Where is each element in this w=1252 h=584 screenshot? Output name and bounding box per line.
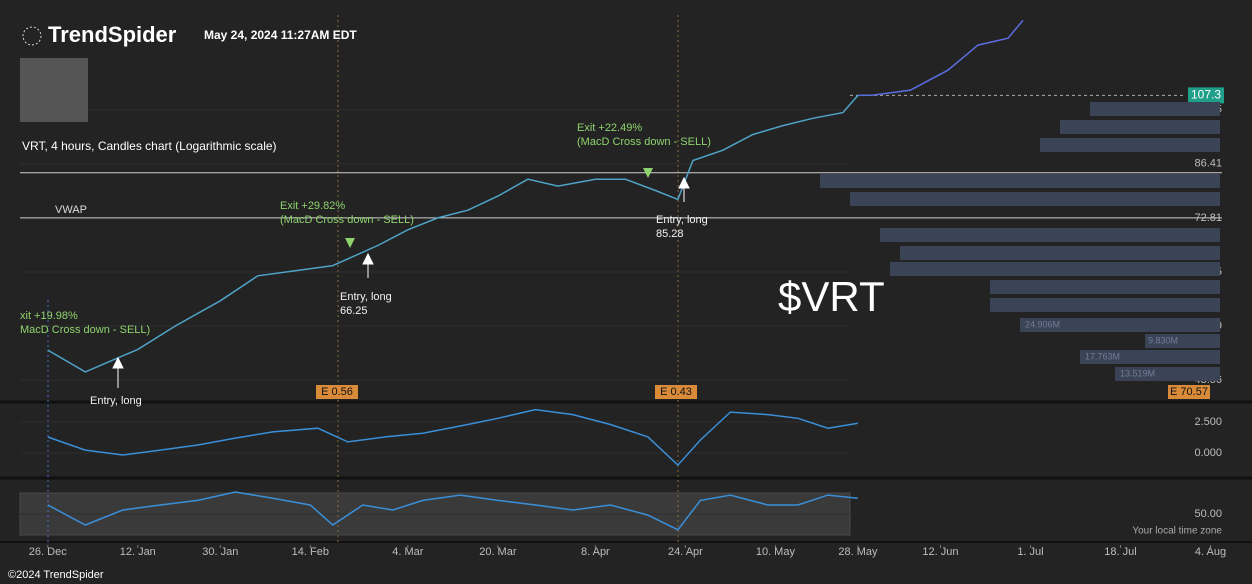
x-tick-label: 12. Jun [922, 546, 958, 558]
brand: TrendSpider [48, 22, 177, 47]
x-tick-label: 28. May [838, 546, 878, 558]
footer: ©2024 TrendSpider [8, 569, 104, 581]
y-tick-label: 50.00 [1194, 508, 1222, 520]
entry-label: Entry, long [90, 395, 142, 407]
earnings-badge [655, 385, 697, 399]
earnings-badge [1168, 385, 1210, 399]
entry-arrow [112, 356, 124, 388]
series-line [47, 94, 859, 373]
x-tick-label: 20. Mar [479, 546, 517, 558]
x-tick-label: 18. Jul [1104, 546, 1136, 558]
series-line [857, 19, 1024, 97]
x-tick-label: 30. Jan [202, 546, 238, 558]
earnings-label: E 70.57 [1170, 386, 1208, 398]
profile-label: 24.906M [1025, 319, 1060, 329]
x-tick-label: 26. Dec [29, 546, 67, 558]
last-value-label: 107.3 [1191, 88, 1221, 102]
entry-arrow [362, 252, 374, 278]
exit-label: Exit +29.82% [280, 200, 345, 212]
exit-arrow [643, 168, 653, 178]
earnings-badge [316, 385, 358, 399]
x-tick-label: 12. Jan [120, 546, 156, 558]
chart-label: VRT, 4 hours, Candles chart (Logarithmic… [22, 139, 277, 153]
series-line [47, 408, 859, 467]
earnings-label: E 0.56 [321, 386, 353, 398]
x-tick-label: 10. May [756, 546, 796, 558]
last-value-badge [1188, 87, 1224, 104]
profile-label: 13.519M [1120, 368, 1155, 378]
series-line [47, 491, 858, 531]
exit-arrow [345, 238, 355, 248]
x-tick-label: 1. Jul [1017, 546, 1043, 558]
exit-label: (MacD Cross down - SELL) [577, 136, 711, 148]
profile-label: 9.830M [1148, 335, 1178, 345]
y-tick-label: 2.500 [1194, 416, 1222, 428]
x-tick-label: 14. Feb [292, 546, 329, 558]
timezone-note: Your local time zone [1132, 526, 1222, 537]
entry-label: Entry, long [340, 291, 392, 303]
y-tick-label: 86.41 [1194, 158, 1222, 170]
exit-label: xit +19.98% [20, 310, 78, 322]
volume-profile [820, 102, 1220, 381]
entry-label: 85.28 [656, 228, 684, 240]
avatar [20, 58, 88, 122]
reference-label: VWAP [55, 204, 87, 216]
exit-label: MacD Cross down - SELL) [20, 324, 150, 336]
earnings-label: E 0.43 [660, 386, 692, 398]
x-tick-label: 4. Aug [1195, 546, 1226, 558]
logo-icon [22, 26, 42, 46]
entry-arrow [678, 176, 690, 202]
y-tick-label: 0.000 [1194, 447, 1222, 459]
symbol: $VRT [778, 273, 885, 320]
x-tick-label: 24. Apr [668, 546, 703, 558]
timestamp: May 24, 2024 11:27AM EDT [204, 28, 357, 42]
x-tick-label: 8. Apr [581, 546, 610, 558]
x-tick-label: 4. Mar [392, 546, 424, 558]
entry-label: Entry, long [656, 214, 708, 226]
exit-label: Exit +22.49% [577, 122, 642, 134]
profile-label: 17.763M [1085, 351, 1120, 361]
exit-label: (MacD Cross down - SELL) [280, 214, 414, 226]
entry-label: 66.25 [340, 305, 368, 317]
